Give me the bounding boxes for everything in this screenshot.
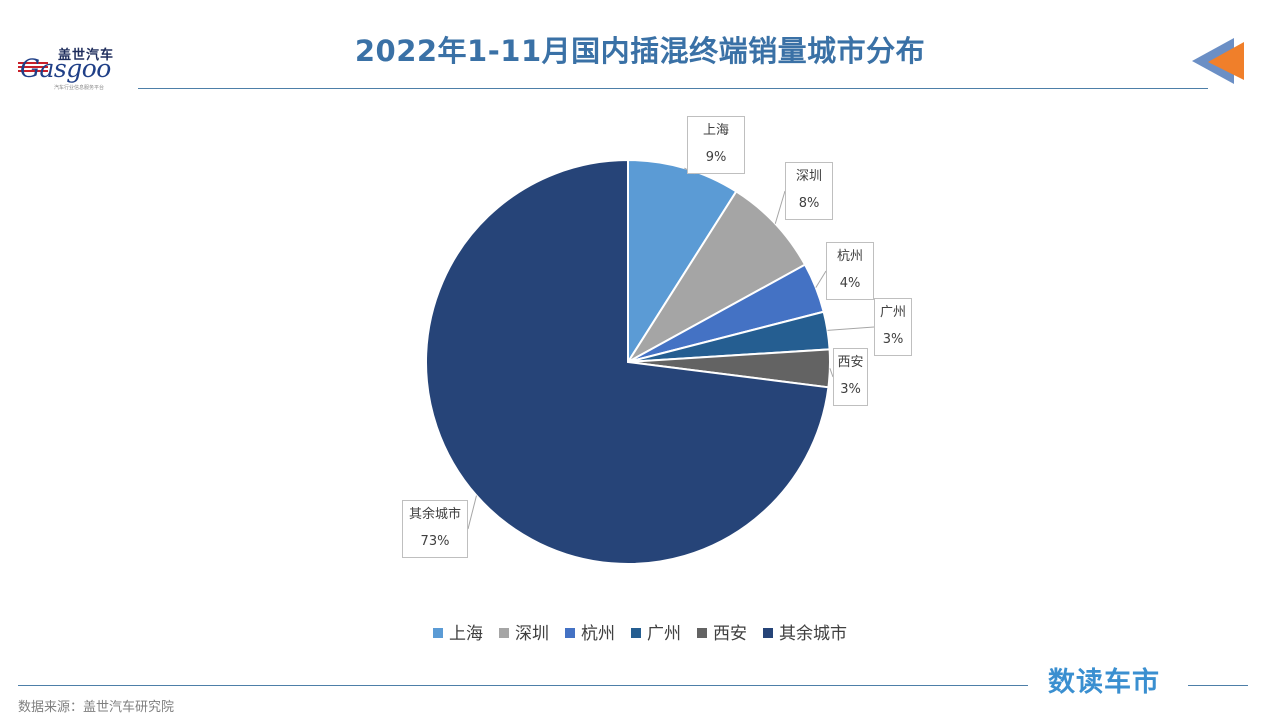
legend-item-4: 西安 <box>697 619 747 644</box>
leader-line-2 <box>815 270 827 288</box>
logo-cn-text: 盖世汽车 <box>58 48 115 63</box>
legend-item-0: 上海 <box>433 619 483 644</box>
logo-tagline: 汽车行业信息服务平台 <box>54 85 105 91</box>
legend-item-5: 其余城市 <box>763 619 847 644</box>
legend-swatch <box>697 628 707 638</box>
data-label-category: 深圳 <box>795 169 822 184</box>
legend-label: 深圳 <box>515 624 549 644</box>
data-label-value: 9% <box>705 150 727 165</box>
chart-legend: 上海 深圳 杭州 广州 西安 其余城市 <box>0 619 1280 644</box>
legend-item-3: 广州 <box>631 619 681 644</box>
data-label-value: 3% <box>882 332 904 347</box>
data-source: 数据来源：盖世汽车研究院 <box>18 700 175 715</box>
leader-line-4 <box>829 368 834 378</box>
logo-stripes <box>18 62 48 76</box>
legend-label: 广州 <box>647 624 681 644</box>
leader-line-5 <box>467 495 477 530</box>
data-label-category: 其余城市 <box>408 507 461 522</box>
data-label-value: 73% <box>420 534 450 549</box>
data-label-category: 广州 <box>879 305 906 320</box>
leader-line-1 <box>774 190 786 224</box>
data-label-category: 杭州 <box>836 249 863 264</box>
legend-label: 西安 <box>713 624 747 644</box>
leader-line-3 <box>827 326 875 331</box>
legend-label: 其余城市 <box>779 624 847 644</box>
legend-label: 上海 <box>449 624 483 644</box>
legend-item-2: 杭州 <box>565 619 615 644</box>
data-label-1: 深圳 8% <box>785 162 833 220</box>
footer-divider-left <box>18 685 1028 686</box>
legend-label: 杭州 <box>581 624 615 644</box>
title-divider <box>138 88 1208 89</box>
legend-swatch <box>433 628 443 638</box>
legend-swatch <box>631 628 641 638</box>
logo-en-text: Gasgoo <box>20 54 111 83</box>
page-title: 2022年1-11月国内插混终端销量城市分布 <box>354 34 926 68</box>
pie-slice-1 <box>627 190 807 363</box>
legend-swatch <box>499 628 509 638</box>
brand-text: 数读车市 <box>1048 667 1160 698</box>
data-label-value: 8% <box>798 196 820 211</box>
legend-item-1: 深圳 <box>499 619 549 644</box>
data-label-category: 上海 <box>702 123 729 138</box>
legend-swatch <box>565 628 575 638</box>
data-label-category: 西安 <box>837 355 864 370</box>
data-label-value: 4% <box>839 276 861 291</box>
data-label-3: 广州 3% <box>874 298 912 356</box>
pie-slice-5 <box>425 158 830 565</box>
data-label-0: 上海 9% <box>687 116 745 174</box>
legend-swatch <box>763 628 773 638</box>
data-label-value: 3% <box>840 382 861 397</box>
corner-arrow-icon <box>1192 38 1244 84</box>
data-label-4: 西安 3% <box>833 348 868 406</box>
gasgoo-logo: 盖世汽车 Gasgoo 汽车行业信息服务平台 <box>18 42 138 92</box>
data-label-2: 杭州 4% <box>826 242 874 300</box>
footer-divider-right <box>1188 685 1248 686</box>
data-label-5: 其余城市 73% <box>402 500 468 558</box>
